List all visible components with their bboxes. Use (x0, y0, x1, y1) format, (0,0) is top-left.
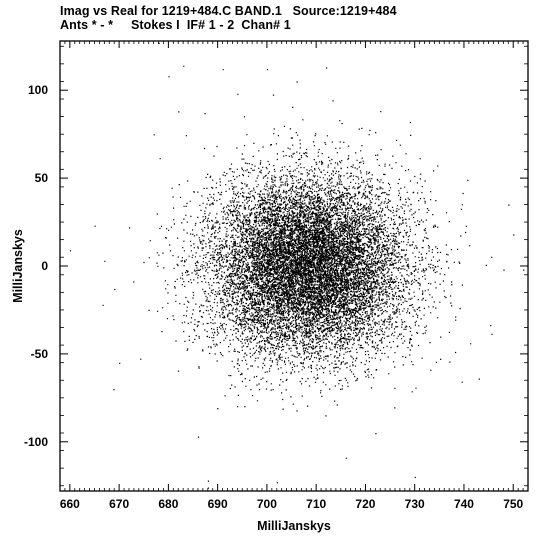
x-tick-label: 680 (158, 497, 178, 511)
points-layer (69, 42, 525, 489)
x-tick-label: 710 (306, 497, 326, 511)
x-tick-label: 690 (208, 497, 228, 511)
x-axis-label: MilliJanskys (257, 519, 331, 533)
y-tick-label: 100 (28, 83, 48, 97)
chart-title: Imag vs Real for 1219+484.C BAND.1 Sourc… (60, 4, 397, 18)
y-tick-label: 50 (35, 171, 49, 185)
y-tick-label: -50 (31, 347, 49, 361)
x-tick-label: 720 (355, 497, 375, 511)
chart-subtitle: Ants * - * Stokes I IF# 1 - 2 Chan# 1 (60, 18, 291, 32)
x-tick-label: 750 (503, 497, 523, 511)
y-tick-label: -100 (24, 435, 48, 449)
x-tick-label: 670 (109, 497, 129, 511)
x-tick-label: 700 (257, 497, 277, 511)
ticks-layer: 660 670 680 690 700 710 720 730 740 750 100 50 0 -50 -… (24, 41, 529, 511)
y-tick-label: 0 (41, 259, 48, 273)
x-tick-label: 730 (405, 497, 425, 511)
data-points (69, 42, 525, 489)
x-tick-label: 740 (454, 497, 474, 511)
y-axis-label: MilliJanskys (11, 229, 25, 303)
x-tick-label: 660 (60, 497, 80, 511)
